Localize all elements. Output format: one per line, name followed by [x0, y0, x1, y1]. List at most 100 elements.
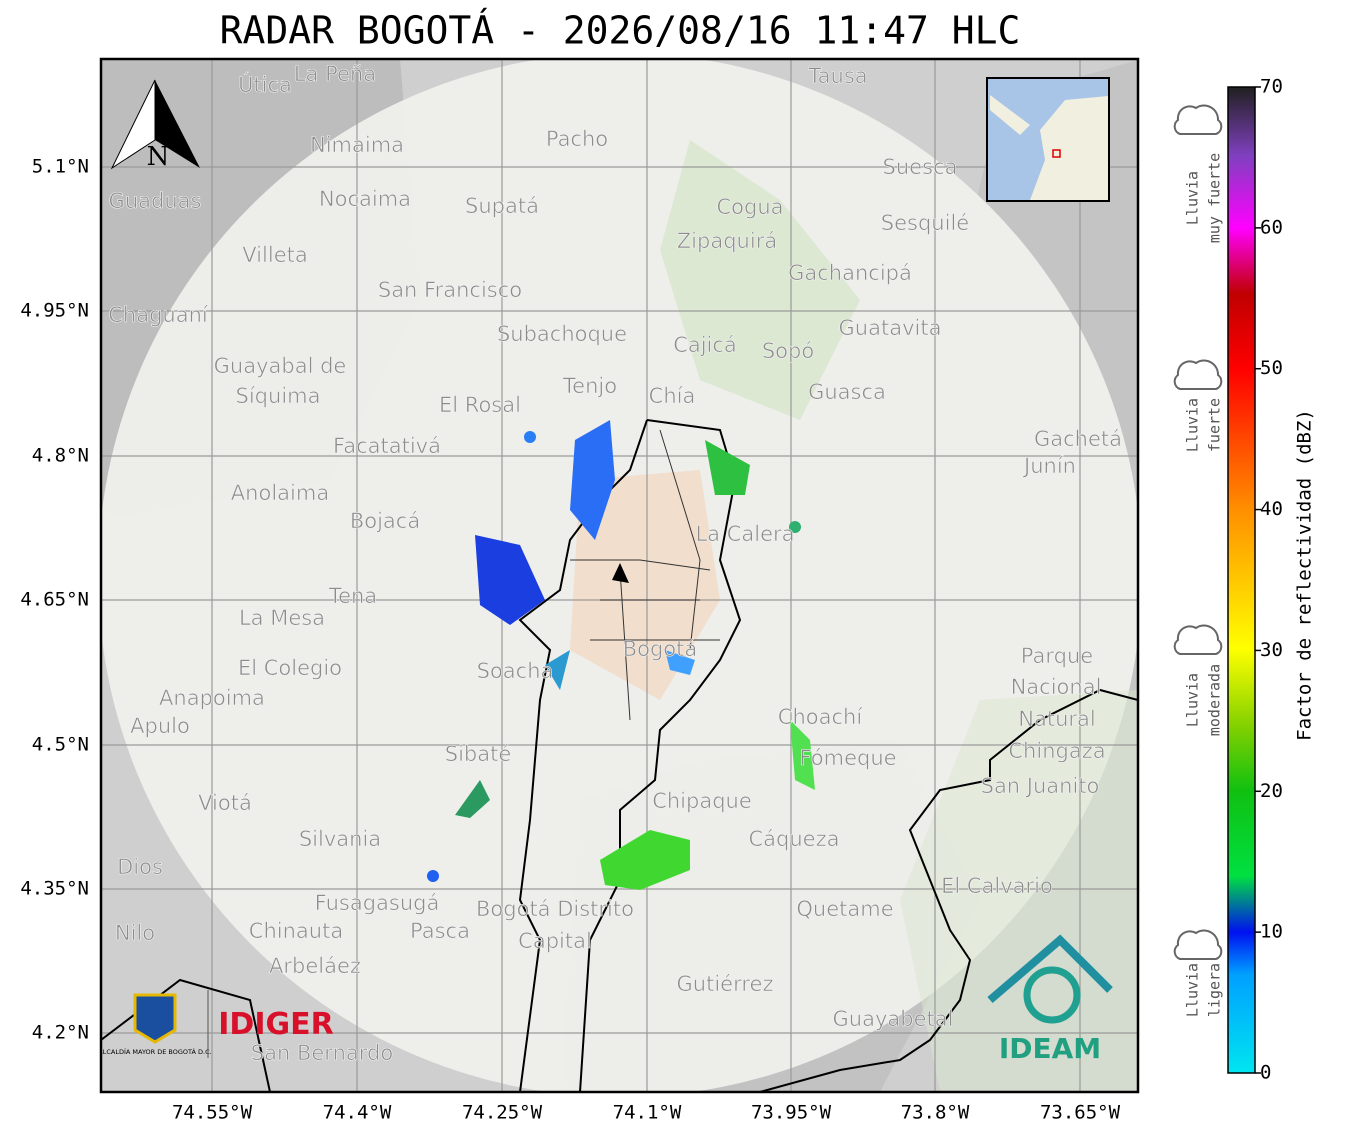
lon-tick-label: 74.4°W [323, 1102, 392, 1124]
place-name: La Mesa [239, 606, 325, 630]
place-name: Soacha [477, 659, 554, 683]
rain-icon [1173, 929, 1223, 960]
place-name: Apulo [130, 714, 190, 738]
ideam-logo: IDEAM [999, 1032, 1101, 1065]
lon-tick-label: 73.65°W [1040, 1102, 1121, 1124]
alcaldia-logo: ALCALDÍA MAYOR DE BOGOTÁ D.C. [98, 1047, 211, 1056]
place-name: Pacho [546, 127, 608, 151]
radar-echoes [427, 420, 815, 890]
place-name: Chipaque [652, 789, 752, 813]
place-name: Villeta [242, 243, 307, 267]
place-name: Nacional [1011, 675, 1102, 699]
place-name: Chaguaní [108, 303, 209, 327]
rain-level-label: Lluvia [1184, 963, 1202, 1017]
place-name: Guayabal de [214, 354, 347, 378]
place-name: El Calvario [941, 874, 1053, 898]
place-name: Viotá [198, 791, 252, 815]
place-name: Arbeláez [269, 954, 361, 978]
place-name: La Calera [695, 522, 794, 546]
place-name: San Juanito [981, 774, 1100, 798]
place-name: Natural [1018, 707, 1095, 731]
lon-tick-label: 74.55°W [172, 1102, 253, 1124]
title: RADAR BOGOTÁ - 2026/08/16 11:47 HLC [220, 9, 1021, 53]
place-name: Cáqueza [749, 827, 840, 851]
place-name: Cajicá [673, 333, 737, 357]
place-name: Sopó [762, 339, 814, 363]
place-name: Tausa [807, 64, 867, 88]
place-name: Nimaima [310, 133, 404, 157]
rain-level-label: fuerte [1206, 398, 1224, 452]
lat-tick-label: 4.2°N [32, 1022, 89, 1044]
place-name: Sibaté [445, 742, 512, 766]
lat-tick-label: 4.65°N [20, 589, 89, 611]
place-name: Tenjo [562, 374, 617, 398]
colorbar-tick-label: 70 [1260, 76, 1283, 98]
idiger-logo: IDIGER [218, 1007, 333, 1042]
place-name: La Peña [294, 62, 376, 86]
colorbar-tick-label: 30 [1260, 639, 1283, 661]
colorbar-tick-label: 60 [1260, 216, 1283, 238]
place-name: Dios [117, 855, 163, 879]
colorbar-tick-label: 40 [1260, 498, 1283, 520]
place-name: Nilo [115, 921, 155, 945]
place-name: Nocaima [319, 187, 411, 211]
lat-tick-label: 5.1°N [32, 156, 89, 178]
place-name: San Bernardo [251, 1041, 393, 1065]
place-name: Anolaima [231, 481, 329, 505]
place-name: Tena [328, 584, 377, 608]
lon-tick-label: 74.1°W [613, 1102, 682, 1124]
place-name: Supatá [465, 194, 539, 218]
lon-tick-label: 73.95°W [751, 1102, 832, 1124]
lat-tick-label: 4.95°N [20, 300, 89, 322]
place-name: Subachoque [497, 322, 627, 346]
place-name: Suesca [883, 155, 958, 179]
place-name: Bogotá [623, 637, 698, 661]
rain-level-label: ligera [1206, 963, 1224, 1017]
colorbar-tick-label: 0 [1260, 1062, 1271, 1084]
rain-icon [1173, 104, 1223, 135]
place-name: Chingaza [1008, 739, 1105, 763]
place-name: Útica [238, 72, 292, 97]
place-name: Quetame [796, 897, 893, 921]
place-name: Bogotá Distrito [476, 897, 634, 921]
lat-tick-label: 4.35°N [20, 878, 89, 900]
place-name: Anapoima [159, 686, 265, 710]
lat-tick-label: 4.8°N [32, 445, 89, 467]
place-name: Capital [518, 929, 592, 953]
rain-icon [1173, 624, 1223, 655]
place-name: Síquima [236, 384, 321, 408]
place-name: Bojacá [350, 509, 420, 533]
place-name: Guayabetal [833, 1007, 954, 1031]
lon-tick-label: 74.25°W [462, 1102, 543, 1124]
north-label: N [147, 142, 170, 172]
place-name: Gutiérrez [677, 972, 774, 996]
place-name: Chinauta [249, 919, 343, 943]
place-name: Cogua [716, 195, 783, 219]
colorbar-tick-label: 50 [1260, 357, 1283, 379]
place-name: Guaduas [109, 189, 202, 213]
colorbar-tick-label: 10 [1260, 921, 1283, 943]
place-name: Parque [1021, 644, 1093, 668]
place-name: Sesquilé [881, 211, 969, 235]
rain-icon [1173, 359, 1223, 390]
colorbar [1227, 86, 1256, 1074]
place-name: Pasca [410, 919, 470, 943]
rain-level-label: Lluvia [1184, 171, 1202, 225]
place-name: Choachí [778, 705, 864, 729]
lon-tick-label: 73.8°W [901, 1102, 970, 1124]
lat-tick-label: 4.5°N [32, 734, 89, 756]
rain-level-label: Lluvia [1184, 398, 1202, 452]
place-name: San Francisco [378, 278, 522, 302]
rain-level-label: muy fuerte [1206, 153, 1224, 243]
place-name: El Colegio [238, 656, 342, 680]
place-name: Gachancipá [788, 261, 912, 285]
rain-level-label: Lluvia [1184, 673, 1202, 727]
place-name: Guasca [808, 380, 886, 404]
place-name: Silvania [299, 827, 381, 851]
colorbar-label: Factor de reflectividad (dBZ) [1294, 409, 1316, 741]
place-name: Guatavita [839, 316, 942, 340]
place-name: Gachetá [1034, 427, 1122, 451]
place-name: Fómeque [799, 746, 896, 770]
